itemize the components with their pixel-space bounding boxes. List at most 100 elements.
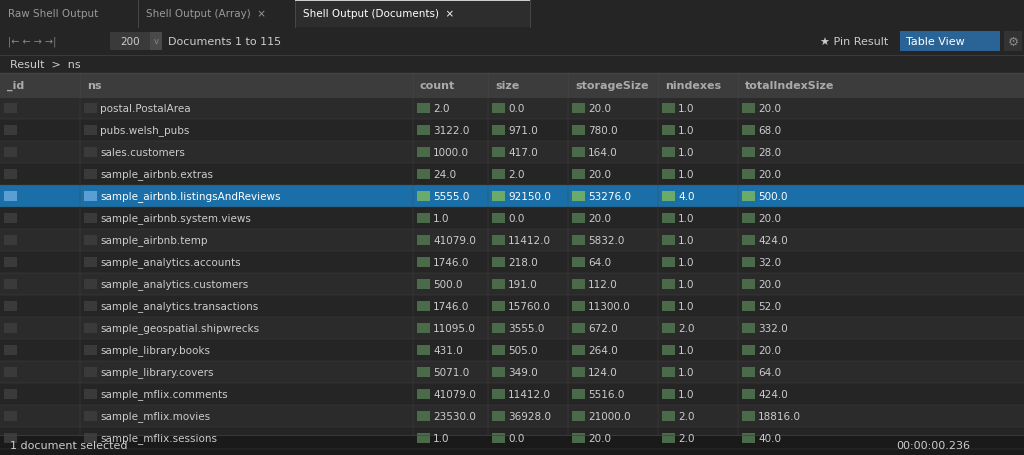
- Text: pubs.welsh_pubs: pubs.welsh_pubs: [100, 125, 189, 136]
- Text: 40.0: 40.0: [758, 433, 781, 443]
- Bar: [492, 279, 505, 289]
- Bar: [662, 170, 675, 180]
- Text: 64.0: 64.0: [588, 258, 611, 268]
- Bar: [0, 273, 1024, 295]
- Bar: [4, 104, 17, 114]
- Text: 112.0: 112.0: [588, 279, 617, 289]
- Bar: [417, 279, 430, 289]
- Text: 20.0: 20.0: [588, 170, 611, 180]
- Bar: [572, 367, 585, 377]
- Bar: [4, 411, 17, 421]
- Bar: [417, 301, 430, 311]
- Bar: [662, 126, 675, 136]
- Bar: [572, 126, 585, 136]
- Bar: [84, 258, 97, 268]
- Bar: [742, 192, 755, 202]
- Bar: [742, 301, 755, 311]
- Text: v: v: [154, 37, 159, 46]
- Text: 200: 200: [120, 37, 140, 47]
- Bar: [4, 148, 17, 157]
- Bar: [572, 411, 585, 421]
- Text: 64.0: 64.0: [758, 367, 781, 377]
- Text: 28.0: 28.0: [758, 148, 781, 157]
- Bar: [84, 213, 97, 223]
- Bar: [0, 361, 1024, 383]
- Text: 672.0: 672.0: [588, 324, 617, 333]
- Text: 5555.0: 5555.0: [433, 192, 469, 202]
- Bar: [0, 0, 1024, 28]
- Bar: [492, 148, 505, 157]
- Bar: [84, 104, 97, 114]
- Bar: [492, 126, 505, 136]
- Text: 505.0: 505.0: [508, 345, 538, 355]
- Bar: [417, 126, 430, 136]
- Bar: [84, 148, 97, 157]
- Bar: [662, 104, 675, 114]
- Bar: [110, 33, 150, 51]
- Text: 191.0: 191.0: [508, 279, 538, 289]
- Text: 92150.0: 92150.0: [508, 192, 551, 202]
- Bar: [662, 236, 675, 245]
- Bar: [0, 207, 1024, 229]
- Text: count: count: [420, 81, 456, 91]
- Bar: [572, 104, 585, 114]
- Bar: [4, 433, 17, 443]
- Bar: [662, 258, 675, 268]
- Bar: [742, 126, 755, 136]
- Bar: [295, 0, 530, 2]
- Bar: [417, 258, 430, 268]
- Text: 53276.0: 53276.0: [588, 192, 631, 202]
- Text: sample_analytics.accounts: sample_analytics.accounts: [100, 257, 241, 268]
- Text: 1.0: 1.0: [678, 367, 694, 377]
- Bar: [150, 33, 162, 51]
- Text: 20.0: 20.0: [588, 104, 611, 114]
- Bar: [492, 345, 505, 355]
- Bar: [84, 192, 97, 202]
- Bar: [662, 433, 675, 443]
- Bar: [662, 301, 675, 311]
- Bar: [492, 301, 505, 311]
- Bar: [0, 252, 1024, 273]
- Text: 164.0: 164.0: [588, 148, 617, 157]
- Bar: [84, 324, 97, 333]
- Text: sample_airbnb.listingsAndReviews: sample_airbnb.listingsAndReviews: [100, 191, 281, 202]
- Bar: [742, 213, 755, 223]
- Text: 23530.0: 23530.0: [433, 411, 476, 421]
- Bar: [492, 389, 505, 399]
- Text: 20.0: 20.0: [758, 104, 781, 114]
- Text: 20.0: 20.0: [588, 433, 611, 443]
- Text: 18816.0: 18816.0: [758, 411, 801, 421]
- Text: 5516.0: 5516.0: [588, 389, 625, 399]
- Bar: [662, 389, 675, 399]
- Bar: [742, 324, 755, 333]
- Text: 500.0: 500.0: [758, 192, 787, 202]
- Text: 41079.0: 41079.0: [433, 389, 476, 399]
- Bar: [662, 279, 675, 289]
- Text: |← ← → →|: |← ← → →|: [8, 37, 56, 47]
- Bar: [4, 170, 17, 180]
- Text: 5832.0: 5832.0: [588, 236, 625, 245]
- Text: 1.0: 1.0: [678, 213, 694, 223]
- Text: Shell Output (Documents)  ×: Shell Output (Documents) ×: [303, 9, 455, 19]
- Text: 1.0: 1.0: [678, 301, 694, 311]
- Bar: [84, 433, 97, 443]
- Text: 2.0: 2.0: [678, 324, 694, 333]
- Text: 36928.0: 36928.0: [508, 411, 551, 421]
- Text: 1746.0: 1746.0: [433, 258, 469, 268]
- Bar: [662, 213, 675, 223]
- Bar: [84, 279, 97, 289]
- Bar: [84, 126, 97, 136]
- Text: sample_analytics.customers: sample_analytics.customers: [100, 279, 248, 290]
- Text: 1.0: 1.0: [433, 433, 450, 443]
- Text: Result  >  ns: Result > ns: [10, 60, 81, 70]
- Bar: [492, 433, 505, 443]
- Bar: [742, 389, 755, 399]
- Text: storageSize: storageSize: [575, 81, 648, 91]
- Text: 424.0: 424.0: [758, 236, 787, 245]
- Bar: [417, 411, 430, 421]
- Text: Documents 1 to 115: Documents 1 to 115: [168, 37, 282, 47]
- Bar: [662, 324, 675, 333]
- Text: 0.0: 0.0: [508, 213, 524, 223]
- Bar: [417, 433, 430, 443]
- Text: 332.0: 332.0: [758, 324, 787, 333]
